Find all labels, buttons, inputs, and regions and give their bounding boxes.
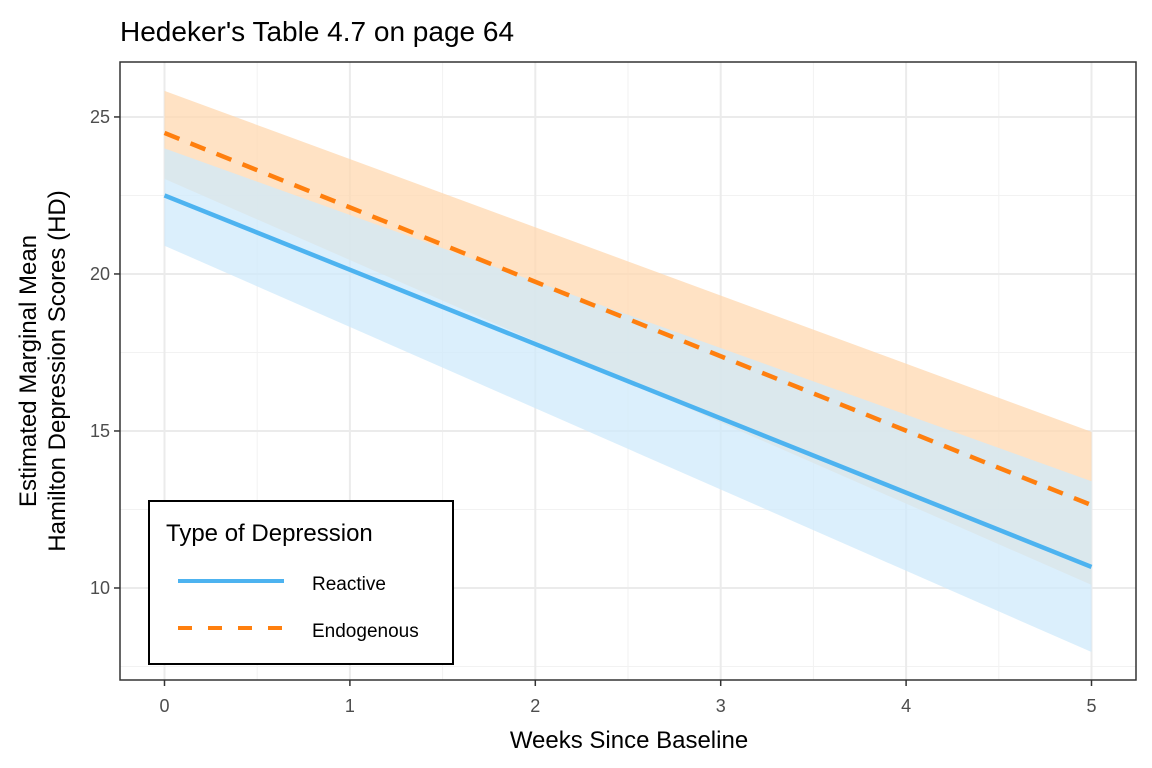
x-axis-title: Weeks Since Baseline — [510, 727, 748, 754]
chart-title: Hedeker's Table 4.7 on page 64 — [120, 16, 514, 47]
y-tick-label: 15 — [90, 421, 110, 441]
x-tick-label: 2 — [530, 696, 540, 716]
x-tick-label: 3 — [716, 696, 726, 716]
x-tick-label: 0 — [159, 696, 169, 716]
legend-title: Type of Depression — [166, 520, 373, 547]
confidence-band-reactive — [164, 148, 1092, 653]
series-line-reactive — [163, 193, 1093, 570]
y-axis-title-line-1: Estimated Marginal Mean — [15, 235, 42, 507]
y-axis-title-line-2: Hamilton Depression Scores (HD) — [44, 190, 71, 551]
confidence-bands — [164, 90, 1092, 653]
series-lines — [163, 130, 1093, 570]
x-tick-label: 4 — [901, 696, 911, 716]
legend-label-endogenous: Endogenous — [312, 621, 419, 642]
y-tick-label: 10 — [90, 578, 110, 598]
y-tick-label: 25 — [90, 107, 110, 127]
y-tick-label: 20 — [90, 264, 110, 284]
axes: 0 1 2 3 4 5 10 15 20 25 — [90, 107, 1097, 716]
plot-panel-border — [119, 61, 1137, 681]
x-tick-label: 5 — [1086, 696, 1096, 716]
x-tick-label: 1 — [345, 696, 355, 716]
legend-label-reactive: Reactive — [312, 574, 386, 595]
legend: Type of Depression Reactive Endogenous — [148, 500, 454, 665]
